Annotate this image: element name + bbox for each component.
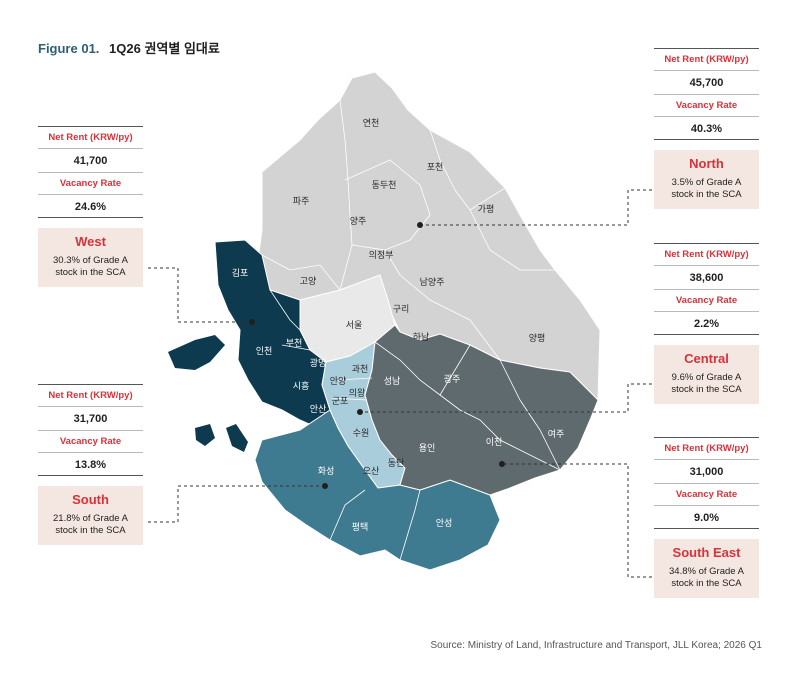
vacancy-value: 40.3%	[654, 116, 759, 140]
city-goyang: 고양	[300, 276, 317, 287]
figure-label: Figure 01.	[38, 41, 100, 56]
vacancy-label: Vacancy Rate	[38, 172, 143, 194]
rent-value: 31,000	[654, 459, 759, 483]
city-seoul: 서울	[346, 320, 363, 331]
leader-dots	[249, 222, 505, 489]
region-name: South East	[672, 545, 741, 560]
rent-label: Net Rent (KRW/py)	[654, 243, 759, 265]
vacancy-value: 24.6%	[38, 194, 143, 218]
region-name: South	[72, 492, 109, 507]
dot-west	[249, 319, 255, 325]
figure-title: Figure 01. 1Q26 권역별 임대료	[38, 38, 220, 57]
vacancy-label: Vacancy Rate	[654, 94, 759, 116]
city-suwon: 수원	[353, 428, 370, 439]
city-gwangju: 광주	[444, 373, 461, 385]
region-box-north: North 3.5% of Grade A stock in the SCA	[654, 150, 759, 209]
city-uijeongbu: 의정부	[369, 250, 394, 261]
city-anseong: 안성	[436, 518, 453, 529]
dot-south	[322, 483, 328, 489]
rent-value: 41,700	[38, 148, 143, 172]
region-name: West	[75, 234, 106, 249]
rent-label: Net Rent (KRW/py)	[38, 384, 143, 406]
city-gapyeong: 가평	[478, 204, 495, 215]
dot-southeast	[499, 461, 505, 467]
card-central: Net Rent (KRW/py) 38,600 Vacancy Rate 2.…	[654, 243, 759, 404]
rent-value: 31,700	[38, 406, 143, 430]
city-hwaseong: 화성	[318, 466, 335, 477]
region-name: North	[689, 156, 724, 171]
city-yangju: 양주	[350, 216, 367, 227]
vacancy-label: Vacancy Rate	[38, 430, 143, 452]
island-west-2	[195, 424, 215, 446]
vacancy-value: 9.0%	[654, 505, 759, 529]
city-uiwang: 의왕	[349, 388, 366, 399]
city-gwangmyeong: 광명	[310, 357, 327, 369]
city-yangpyeong: 양평	[529, 333, 546, 344]
card-southeast: Net Rent (KRW/py) 31,000 Vacancy Rate 9.…	[654, 437, 759, 598]
city-pocheon: 포천	[427, 162, 444, 173]
city-icheon: 이천	[486, 437, 503, 448]
city-hanam: 하남	[413, 332, 430, 343]
city-yeoju: 여주	[548, 428, 565, 440]
source-note: Source: Ministry of Land, Infrastructure…	[430, 640, 762, 651]
vacancy-value: 2.2%	[654, 311, 759, 335]
rent-value: 38,600	[654, 265, 759, 289]
city-labels: 연천 포천 동두천 파주 가평 양주 의정부 김포 고양 남양주 구리 서울 하…	[232, 118, 565, 533]
region-name: Central	[684, 351, 729, 366]
leader-southeast	[502, 463, 652, 578]
region-south	[254, 409, 501, 571]
leader-lines	[148, 189, 652, 578]
city-dongducheon: 동두천	[372, 180, 397, 191]
leader-central	[360, 383, 652, 413]
city-seongnam: 성남	[384, 376, 401, 387]
rent-value: 45,700	[654, 70, 759, 94]
city-gimpo: 김포	[232, 267, 249, 279]
city-osan: 오산	[363, 466, 380, 477]
region-box-west: West 30.3% of Grade A stock in the SCA	[38, 228, 143, 287]
dot-north	[417, 222, 423, 228]
region-southeast	[364, 324, 599, 496]
city-bucheon: 부천	[286, 338, 303, 349]
city-pyeongtaek: 평택	[352, 522, 369, 533]
card-north: Net Rent (KRW/py) 45,700 Vacancy Rate 40…	[654, 48, 759, 209]
city-gunpo: 군포	[332, 396, 349, 407]
region-desc: 9.6% of Grade A stock in the SCA	[671, 372, 742, 395]
leader-south	[148, 485, 325, 523]
figure-heading: 1Q26 권역별 임대료	[109, 41, 220, 56]
dot-central	[357, 409, 363, 415]
city-ansan: 안산	[310, 404, 327, 415]
island-west-1	[168, 335, 225, 370]
vacancy-label: Vacancy Rate	[654, 483, 759, 505]
city-dongtan: 동탄	[388, 458, 405, 469]
city-paju: 파주	[293, 196, 310, 207]
rent-label: Net Rent (KRW/py)	[38, 126, 143, 148]
city-gwacheon: 과천	[352, 364, 369, 375]
card-south: Net Rent (KRW/py) 31,700 Vacancy Rate 13…	[38, 384, 143, 545]
city-yeoncheon: 연천	[363, 118, 380, 129]
vacancy-label: Vacancy Rate	[654, 289, 759, 311]
region-desc: 3.5% of Grade A stock in the SCA	[671, 177, 742, 200]
city-siheung: 시흥	[293, 380, 310, 392]
region-box-south: South 21.8% of Grade A stock in the SCA	[38, 486, 143, 545]
leader-west	[148, 267, 252, 323]
district-boundaries	[261, 99, 561, 561]
city-anyang: 안양	[330, 376, 347, 387]
rent-label: Net Rent (KRW/py)	[654, 48, 759, 70]
region-desc: 34.8% of Grade A stock in the SCA	[669, 566, 744, 589]
card-west: Net Rent (KRW/py) 41,700 Vacancy Rate 24…	[38, 126, 143, 287]
leader-north	[420, 189, 652, 226]
island-west-3	[226, 424, 248, 452]
city-yongin: 용인	[419, 443, 436, 454]
rent-label: Net Rent (KRW/py)	[654, 437, 759, 459]
region-desc: 30.3% of Grade A stock in the SCA	[53, 255, 128, 278]
city-guri: 구리	[393, 304, 410, 315]
city-incheon: 인천	[256, 346, 273, 357]
region-desc: 21.8% of Grade A stock in the SCA	[53, 513, 128, 536]
city-namyangju: 남양주	[420, 277, 445, 288]
region-box-southeast: South East 34.8% of Grade A stock in the…	[654, 539, 759, 598]
vacancy-value: 13.8%	[38, 452, 143, 476]
region-box-central: Central 9.6% of Grade A stock in the SCA	[654, 345, 759, 404]
